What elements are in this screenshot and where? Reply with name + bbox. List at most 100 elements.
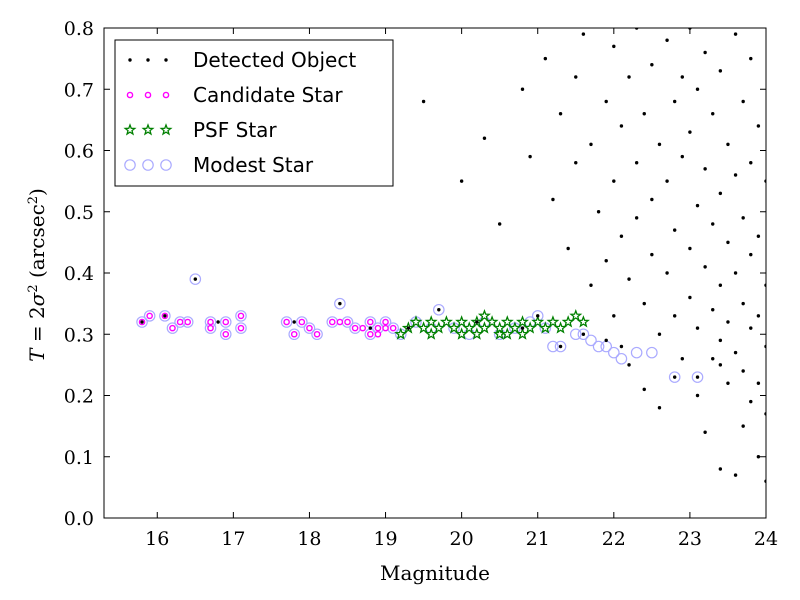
y-tick-label: 0.2 xyxy=(64,386,94,408)
psf-star-point xyxy=(455,315,469,328)
detected-object-point xyxy=(672,375,677,379)
detected-object-point xyxy=(756,234,761,238)
detected-object-point xyxy=(672,99,677,104)
psf-star-point xyxy=(531,315,545,328)
psf-star-point xyxy=(523,321,537,334)
detected-object-point xyxy=(596,210,601,214)
detected-object-point xyxy=(338,301,342,306)
detected-object-point xyxy=(566,246,570,251)
psf-star-point xyxy=(569,309,583,322)
psf-star-point xyxy=(455,327,469,340)
detected-object-point xyxy=(718,467,723,471)
detected-object-point xyxy=(642,301,646,306)
modest-star-point xyxy=(668,371,681,383)
detected-object-point xyxy=(551,197,555,202)
y-tick-label: 0.7 xyxy=(64,79,94,101)
detected-object-point xyxy=(406,326,411,330)
detected-object-point xyxy=(475,320,479,324)
detected-object-point xyxy=(528,154,532,159)
modest-star-point xyxy=(166,322,179,334)
detected-object-point xyxy=(749,56,753,61)
modest-star-point xyxy=(433,303,445,316)
psf-star-point xyxy=(561,315,575,328)
psf-star-point xyxy=(470,327,484,340)
detected-object-point xyxy=(421,99,426,104)
detected-object-point xyxy=(711,308,715,312)
detected-object-point xyxy=(558,112,563,116)
psf-star-point xyxy=(409,315,423,328)
plot-marks xyxy=(136,28,766,483)
detected-object-point xyxy=(680,154,684,159)
candidate-star-point xyxy=(382,324,389,332)
candidate-star-point xyxy=(222,318,230,326)
detected-object-point xyxy=(574,75,578,79)
detected-object-point xyxy=(657,332,662,336)
modest-star-point xyxy=(219,316,232,328)
detected-object-point xyxy=(726,142,730,147)
psf-star-point xyxy=(546,315,560,328)
detected-object-point xyxy=(292,320,296,324)
detected-object-point xyxy=(703,265,707,269)
detected-object-point xyxy=(680,75,684,79)
legend-detected-object-marker xyxy=(128,58,132,62)
detected-object-point xyxy=(718,69,723,73)
detected-object-point xyxy=(619,124,624,128)
detected-object-point xyxy=(459,179,464,183)
candidate-star-point xyxy=(313,330,321,338)
detected-object-point xyxy=(688,246,692,251)
modest-star-point xyxy=(280,316,293,328)
detected-object-point xyxy=(741,301,745,306)
detected-object-point xyxy=(756,314,761,318)
detected-object-point xyxy=(688,130,692,134)
legend-modest-star-marker xyxy=(160,159,172,171)
modest-star-point xyxy=(136,316,148,328)
detected-object-point xyxy=(612,314,616,318)
detected-object-point xyxy=(650,197,654,202)
detected-object-point xyxy=(726,320,730,324)
axis-ticks: 16 17 18 19 20 21 22 23 24 0.0 0.1 0.2 0.3 0.4 0.5 0.6 0… xyxy=(64,18,778,550)
detected-object-point xyxy=(589,283,593,287)
detected-object-point xyxy=(497,222,502,226)
modest-star-point xyxy=(219,328,232,341)
detected-object-point xyxy=(733,173,738,177)
psf-star-point xyxy=(477,321,491,334)
detected-object-point xyxy=(634,216,639,220)
detected-object-point xyxy=(634,161,639,165)
detected-object-point xyxy=(650,63,654,67)
y-tick-label: 0.1 xyxy=(64,447,94,469)
candidate-star-point xyxy=(374,324,382,332)
x-tick-label: 24 xyxy=(754,528,778,550)
legend-candidate-star-marker xyxy=(162,91,170,99)
modest-star-point xyxy=(646,346,658,359)
detected-object-point xyxy=(543,56,548,61)
detected-object-point xyxy=(520,326,525,330)
detected-object-point xyxy=(604,259,608,263)
detected-object-point xyxy=(756,124,761,128)
detected-object-point xyxy=(482,136,487,140)
modest-star-point xyxy=(334,297,346,310)
modest-star-point xyxy=(608,346,620,359)
detected-object-point xyxy=(695,326,700,330)
candidate-star-point xyxy=(283,318,290,326)
modest-star-point xyxy=(143,310,156,322)
modest-star-point xyxy=(547,340,559,353)
detected-object-point xyxy=(536,314,540,318)
modest-star-point xyxy=(691,371,704,383)
detected-object-point xyxy=(718,283,723,287)
detected-object-point xyxy=(619,234,624,238)
y-tick-label: 0.8 xyxy=(64,18,94,40)
modest-star-point xyxy=(189,273,202,285)
y-tick-label: 0.5 xyxy=(64,202,94,224)
y-tick-label: 0.4 xyxy=(64,263,94,285)
detected-object-point xyxy=(703,167,707,171)
detected-object-point xyxy=(718,191,723,196)
detected-object-point xyxy=(749,252,753,257)
psf-star-point xyxy=(493,321,507,334)
candidate-star-point xyxy=(298,318,306,326)
legend-detected-object-marker xyxy=(146,58,150,62)
candidate-star-point xyxy=(344,318,351,326)
psf-star-point xyxy=(515,327,530,340)
detected-object-point xyxy=(756,381,761,385)
detected-object-point xyxy=(619,344,624,349)
